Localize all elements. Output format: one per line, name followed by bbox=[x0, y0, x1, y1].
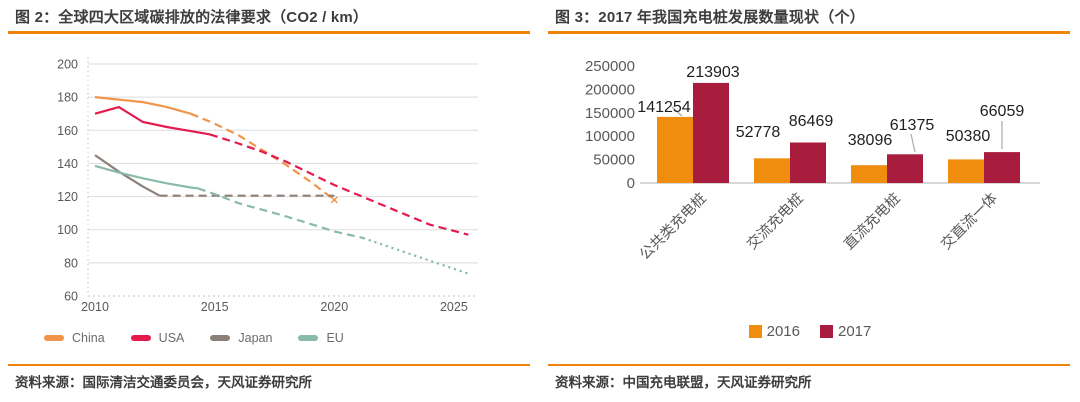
charging-pile-bar-chart: 0 50000 100000 150000 200000 250000 141254 5277… bbox=[585, 58, 1040, 264]
legend-item-eu: EU bbox=[298, 331, 344, 345]
bar-label-2017-1: 86469 bbox=[789, 113, 834, 130]
y-tick-80: 80 bbox=[64, 256, 78, 270]
category-label-3: 交直流一体 bbox=[937, 189, 1001, 253]
figure-2-title: 图 2：全球四大区域碳排放的法律要求（CO2 / km） bbox=[15, 9, 369, 26]
series-china-dashed bbox=[190, 112, 335, 201]
figure-2-source: 资料来源：国际清洁交通委员会，天风证券研究所 bbox=[15, 375, 312, 390]
legend-item-japan: Japan bbox=[210, 331, 272, 345]
bar-label-2016-2: 38096 bbox=[848, 132, 893, 149]
category-label-0: 公共类充电桩 bbox=[636, 190, 710, 264]
series-japan-solid bbox=[94, 154, 161, 197]
y-tick-160: 160 bbox=[57, 124, 78, 138]
japan-line-swatch bbox=[210, 335, 231, 341]
legend-item-china: China bbox=[44, 331, 105, 345]
x-tick-2025: 2025 bbox=[440, 300, 468, 314]
bar-label-2017-2: 61375 bbox=[890, 117, 935, 134]
figure-3-title: 图 3：2017 年我国充电桩发展数量现状（个） bbox=[555, 9, 865, 26]
figure-3-title-rule bbox=[548, 31, 1070, 34]
figure-2-title-rule bbox=[8, 31, 530, 34]
y-tick-0: 0 bbox=[627, 175, 635, 192]
figure-3-panel: 图 3：2017 年我国充电桩发展数量现状（个） 0 50000 100000 150… bbox=[540, 0, 1080, 402]
x-tick-2015: 2015 bbox=[201, 300, 229, 314]
legend-label-usa: USA bbox=[158, 331, 185, 345]
y-tick-140: 140 bbox=[57, 157, 78, 171]
legend-item-usa: USA bbox=[130, 331, 185, 345]
bar-label-2016-3: 50380 bbox=[946, 128, 991, 145]
figure-2-source-rule bbox=[8, 364, 530, 366]
bar-2016-2 bbox=[851, 165, 887, 183]
figure-3-source: 资料来源：中国充电联盟，天风证券研究所 bbox=[555, 375, 812, 390]
y-tick-100000: 100000 bbox=[585, 128, 635, 145]
figure-2-legend: China USA Japan EU bbox=[44, 331, 344, 345]
bar-2016-swatch bbox=[748, 325, 762, 338]
y-tick-50000: 50000 bbox=[593, 152, 635, 169]
series-usa-solid bbox=[94, 105, 211, 136]
china-line-swatch bbox=[44, 335, 64, 341]
co2-regulation-line-chart: 60 80 100 120 140 160 180 200 2010 2015 2020 2025 bbox=[57, 57, 478, 314]
label-leader-2016-0 bbox=[671, 106, 683, 117]
bar-2016-3 bbox=[948, 159, 984, 183]
figure-3-legend: 2016 2017 bbox=[540, 323, 1080, 340]
bar-2016-1 bbox=[754, 158, 790, 183]
y-tick-120: 120 bbox=[57, 190, 78, 204]
y-tick-60: 60 bbox=[64, 290, 78, 304]
figure-2-panel: 图 2：全球四大区域碳排放的法律要求（CO2 / km） 60 80 100 120 1… bbox=[8, 9, 530, 390]
category-label-2: 直流充电桩 bbox=[841, 190, 904, 253]
x-tick-2020: 2020 bbox=[320, 300, 348, 314]
bar-2017-2 bbox=[887, 154, 923, 183]
legend-label-2017: 2017 bbox=[838, 323, 872, 340]
usa-line-swatch bbox=[130, 335, 151, 341]
legend-label-china: China bbox=[72, 331, 105, 345]
figure-3-source-rule bbox=[548, 364, 1070, 366]
y-tick-180: 180 bbox=[57, 91, 78, 105]
category-label-1: 交流充电桩 bbox=[743, 189, 807, 253]
bar-label-2016-1: 52778 bbox=[736, 124, 781, 141]
series-eu-dotted bbox=[362, 236, 472, 276]
bar-label-2016-0: 141254 bbox=[637, 99, 690, 116]
eu-line-swatch bbox=[298, 335, 319, 341]
bar-label-2017-3: 66059 bbox=[980, 103, 1025, 120]
legend-label-eu: EU bbox=[326, 331, 344, 345]
series-china-end-marker bbox=[330, 196, 338, 204]
bar-2017-0 bbox=[693, 82, 729, 183]
bar-label-2017-0: 213903 bbox=[686, 64, 739, 81]
legend-label-japan: Japan bbox=[238, 331, 273, 345]
legend-item-2017: 2017 bbox=[820, 323, 871, 340]
label-leader-2017-2 bbox=[910, 133, 916, 153]
bar-2017-swatch bbox=[820, 325, 833, 338]
series-eu-solid bbox=[94, 164, 199, 190]
legend-item-2016: 2016 bbox=[748, 323, 800, 340]
y-tick-100: 100 bbox=[57, 223, 78, 237]
bar-2016-0 bbox=[657, 116, 693, 183]
y-tick-150000: 150000 bbox=[585, 105, 635, 122]
y-tick-250000: 250000 bbox=[585, 58, 635, 75]
series-eu-dashed bbox=[197, 187, 364, 240]
x-tick-2010: 2010 bbox=[81, 300, 109, 314]
bar-2017-1 bbox=[790, 142, 826, 183]
y-tick-200: 200 bbox=[57, 58, 78, 72]
y-tick-200000: 200000 bbox=[585, 81, 635, 98]
series-china-solid bbox=[94, 96, 191, 115]
legend-label-2016: 2016 bbox=[766, 323, 800, 340]
bar-2017-3 bbox=[984, 152, 1020, 183]
series-usa-dashed bbox=[209, 133, 469, 236]
